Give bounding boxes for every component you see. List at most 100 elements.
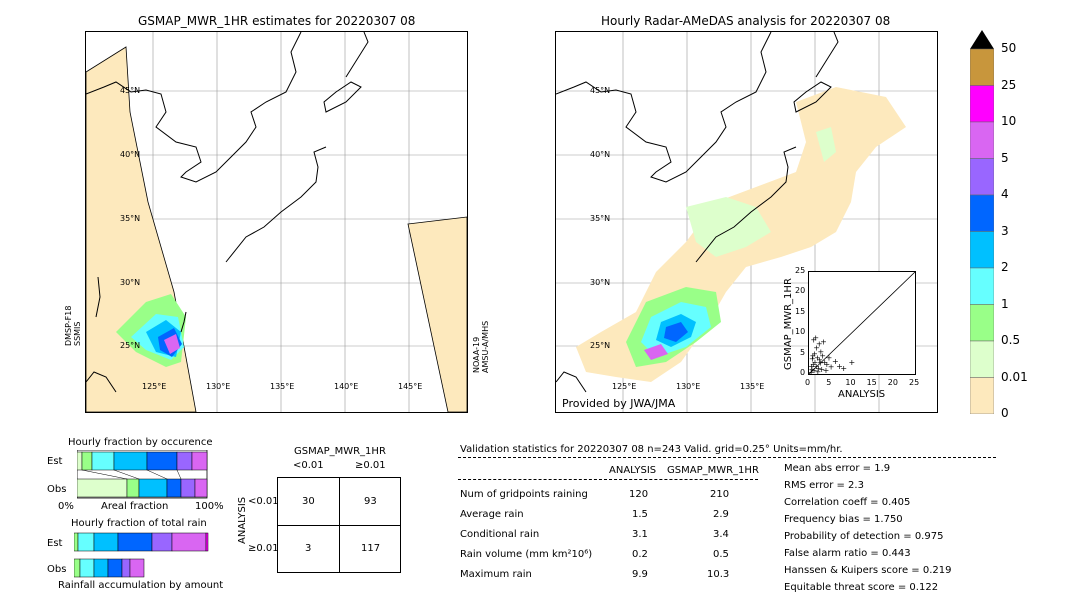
amount-title: Hourly fraction of total rain [71,518,207,529]
scatter-point: + [823,366,830,374]
est-label-2: Est [47,538,63,549]
occurrence-title: Hourly fraction by occurence [68,437,213,448]
obs-amount-bar [74,558,145,578]
scatter-point: + [809,362,815,371]
score: False alarm ratio = 0.443 [784,548,911,559]
colorbar-label: 1 [1001,296,1009,311]
left-sensor-label: DMSP-F18 SSMIS [64,305,82,346]
scatter-point: + [812,358,819,367]
stat-gsmap: 0.5 [713,549,729,560]
validation-col-analysis: ANALYSIS [609,465,657,476]
scatter-point: + [823,360,830,369]
scatter-point: + [818,348,825,357]
obs-occurrence-bar [77,478,208,498]
scatter-ytick: 10 [795,327,806,337]
right-lat-label: 45°N [590,86,610,95]
scatter-point: + [811,350,818,359]
scatter-point: + [818,365,825,374]
scatter-point: + [828,363,835,372]
scatter-xtick: 25 [909,378,920,387]
left-lon-label: 145°E [398,382,422,391]
colorbar-swatch [969,267,995,305]
stat-gsmap: 2.9 [713,509,729,520]
scatter-point: + [814,354,821,363]
score: Hanssen & Kuipers score = 0.219 [784,565,952,576]
colorbar-swatch [969,85,995,123]
left-lat-label: 30°N [120,278,140,287]
scatter-ytick: 20 [795,286,806,296]
contingency-title: GSMAP_MWR_1HR [294,446,386,457]
validation-col-gsmap: GSMAP_MWR_1HR [667,465,759,476]
scatter-point: + [819,352,826,361]
left-lat-label: 45°N [120,86,140,95]
colorbar [969,30,995,415]
scatter-xtick: 10 [845,378,856,387]
scatter-point: + [812,333,819,342]
contingency-row-axis: ANALYSIS [237,496,248,544]
map-credit: Provided by JWA/JMA [562,397,676,410]
scatter-point: + [810,335,817,344]
diagonal-line [808,271,916,375]
scatter-ytick: 0 [800,368,806,377]
scatter-point: + [816,356,823,365]
colorbar-swatch [969,121,995,159]
scatter-point: + [810,360,817,369]
scatter-point: + [826,354,833,363]
left-map-title: GSMAP_MWR_1HR estimates for 20220307 08 [138,14,416,28]
colorbar-label: 25 [1001,77,1017,92]
scatter-plot: ++++++++++++++ +++++++++++ +++ ++++ [808,271,916,377]
score: Frequency bias = 1.750 [784,514,903,525]
right-lon-label: 130°E [676,382,700,391]
contingency-grid: 30 93 3 117 [277,477,401,573]
scatter-point: + [836,362,843,371]
cell-ny: 93 [364,496,377,507]
scatter-point: + [832,357,839,366]
right-lat-label: 25°N [590,341,610,350]
left-map-frame: 45°N 40°N 35°N 30°N 25°N 125°E 130°E 135… [85,31,468,413]
left-lat-label: 25°N [120,341,140,350]
stat-analysis: 9.9 [632,569,648,580]
scatter-xtick: 0 [805,378,811,387]
stat-label: Average rain [460,509,524,520]
scatter-inset: + + + + + + + + + + + + + + + + + + + + + + + + + + + + + + + + [808,271,916,377]
left-lon-label: 130°E [206,382,230,391]
colorbar-swatch [969,340,995,378]
colorbar-label: 5 [1001,150,1009,165]
colorbar-swatch [969,48,995,86]
obs-label-2: Obs [47,564,67,575]
obs-label-1: Obs [47,484,67,495]
score: RMS error = 2.3 [784,480,864,491]
scatter-ytick: 5 [800,347,806,357]
colorbar-label: 4 [1001,187,1009,201]
stat-gsmap: 10.3 [707,569,730,580]
right-map-title: Hourly Radar-AMeDAS analysis for 2022030… [601,14,891,28]
scatter-point: + [811,366,818,374]
colorbar-swatch [969,158,995,196]
colorbar-over-arrow [970,30,994,49]
left-lon-label: 135°E [270,382,294,391]
stat-gsmap: 210 [710,489,730,500]
score: Correlation coeff = 0.405 [784,497,911,508]
scatter-ytick: 25 [795,266,806,275]
colorbar-swatch [969,231,995,269]
colorbar-label: 0.5 [1001,333,1021,347]
colorbar-label: 2 [1001,260,1009,274]
right-lat-label: 35°N [590,214,610,223]
est-amount-bar [74,532,209,552]
scatter-point: + [820,337,827,346]
amount-bars [74,532,209,578]
validation-header: Validation statistics for 20220307 08 n=… [460,444,843,455]
axis-left-label: 0% [58,501,74,512]
right-lon-label: 125°E [612,382,636,391]
right-lat-label: 40°N [590,150,610,159]
scatter-point: + [809,352,816,361]
scatter-point: + [815,368,822,374]
scatter-point: + [815,364,822,373]
colorbar-label: 10 [1001,114,1017,128]
right-map-frame: 45°N 40°N 35°N 30°N 25°N 125°E 130°E 135… [555,31,938,413]
scatter-point: + [809,368,814,374]
colorbar-swatch [969,377,995,415]
stat-label: Conditional rain [460,529,540,540]
score: Mean abs error = 1.9 [784,463,891,474]
colorbar-swatches [969,30,995,415]
